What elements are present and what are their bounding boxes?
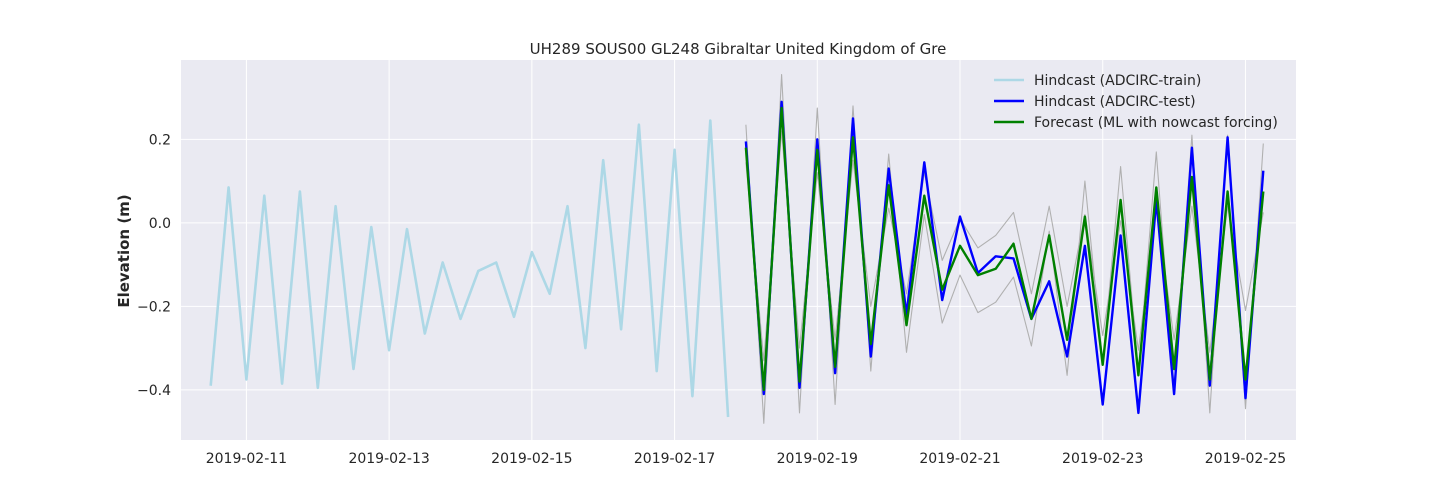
legend: Hindcast (ADCIRC-train) Hindcast (ADCIRC-…: [994, 73, 1278, 131]
x-tick-label: 2019-02-21: [919, 451, 1000, 467]
x-tick-label: 2019-02-17: [634, 451, 715, 467]
series-lines: [209, 74, 1265, 424]
x-tick-label: 2019-02-13: [348, 451, 429, 467]
legend-label: Hindcast (ADCIRC-train): [1034, 73, 1201, 89]
series-line-forecast: [744, 106, 1265, 392]
x-tick-label: 2019-02-19: [777, 451, 858, 467]
plot-background: [181, 60, 1296, 440]
y-tick-label: −0.2: [137, 299, 171, 315]
y-tick-labels: −0.4 −0.2 0.0 0.2: [137, 132, 171, 399]
y-axis-label: Elevation (m): [115, 194, 133, 307]
y-tick-label: −0.4: [137, 383, 171, 399]
y-tick-label: 0.2: [149, 132, 171, 148]
chart-title: UH289 SOUS00 GL248 Gibraltar United King…: [530, 40, 947, 58]
y-tick-label: 0.0: [149, 216, 171, 232]
legend-label: Forecast (ML with nowcast forcing): [1034, 115, 1278, 131]
x-tick-label: 2019-02-15: [491, 451, 572, 467]
series-line-lower-bound: [745, 130, 1264, 362]
x-tick-label: 2019-02-11: [206, 451, 287, 467]
legend-label: Hindcast (ADCIRC-test): [1034, 94, 1196, 110]
series-line-hindcast-train: [209, 119, 730, 418]
x-tick-label: 2019-02-25: [1205, 451, 1286, 467]
x-tick-label: 2019-02-23: [1062, 451, 1143, 467]
x-tick-labels: 2019-02-11 2019-02-13 2019-02-15 2019-02-17…: [206, 451, 1286, 467]
